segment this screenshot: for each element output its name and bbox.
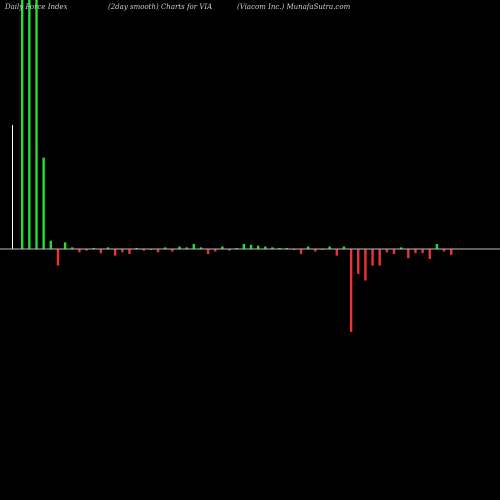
bar bbox=[256, 245, 260, 249]
bar bbox=[56, 249, 60, 266]
bar bbox=[349, 249, 353, 332]
bar bbox=[364, 249, 367, 281]
bar bbox=[450, 249, 453, 255]
bar bbox=[192, 244, 195, 249]
bar bbox=[228, 249, 231, 251]
bar bbox=[442, 249, 446, 252]
bar bbox=[156, 249, 160, 253]
bar bbox=[49, 240, 52, 249]
bar bbox=[21, 0, 24, 249]
bar bbox=[421, 249, 424, 254]
bar bbox=[357, 249, 360, 274]
bar bbox=[28, 0, 31, 249]
bar bbox=[414, 249, 417, 254]
chart-title-left: Daily Force Index bbox=[5, 3, 68, 11]
bar bbox=[171, 249, 174, 252]
bar bbox=[142, 249, 145, 251]
bar bbox=[264, 246, 267, 249]
bar bbox=[78, 249, 81, 253]
bar bbox=[221, 246, 224, 249]
bar bbox=[242, 244, 246, 249]
bar bbox=[164, 247, 167, 249]
chart-title-right: (Viacom Inc.) MunafaSutra.com bbox=[237, 3, 351, 11]
bar bbox=[371, 249, 374, 266]
bar bbox=[385, 249, 389, 253]
bar bbox=[35, 0, 38, 249]
bar bbox=[328, 246, 331, 249]
bar bbox=[71, 247, 74, 249]
bar bbox=[335, 249, 338, 256]
bar bbox=[249, 244, 253, 249]
bar bbox=[199, 247, 203, 249]
bar-series bbox=[21, 0, 453, 332]
bar bbox=[63, 242, 67, 249]
bar bbox=[99, 249, 103, 254]
bar bbox=[392, 249, 396, 254]
bar bbox=[435, 244, 439, 249]
bar bbox=[113, 249, 117, 256]
bar bbox=[378, 249, 381, 266]
bar bbox=[121, 249, 124, 253]
bar bbox=[399, 247, 403, 249]
chart-title-middle: (2day smooth) Charts for VIA bbox=[108, 3, 213, 11]
bar bbox=[342, 246, 346, 249]
bar bbox=[178, 246, 181, 249]
bar bbox=[271, 247, 274, 249]
bar bbox=[407, 249, 410, 259]
bar bbox=[128, 249, 131, 254]
bar bbox=[42, 157, 45, 249]
bar bbox=[214, 249, 217, 252]
bar bbox=[85, 249, 88, 251]
bar bbox=[307, 246, 310, 249]
bar bbox=[185, 247, 188, 249]
bar bbox=[206, 249, 210, 254]
bar bbox=[428, 249, 431, 259]
bar bbox=[106, 247, 110, 249]
bar bbox=[314, 249, 317, 252]
bar bbox=[299, 249, 303, 254]
